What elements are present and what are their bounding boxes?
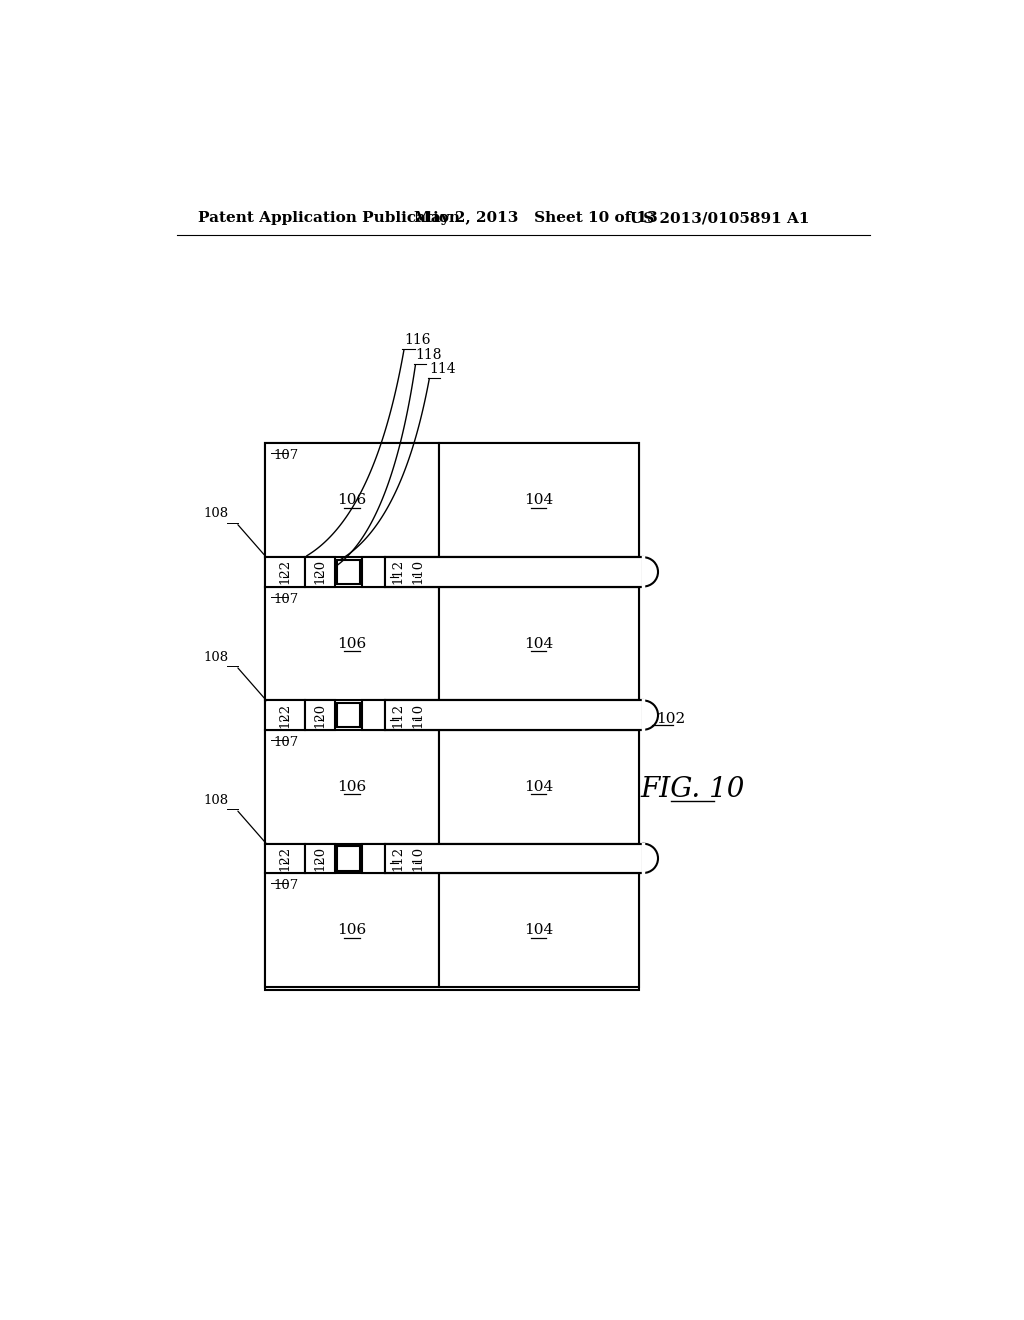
- Bar: [265, 444, 639, 990]
- Text: 110: 110: [412, 846, 424, 871]
- Bar: [438, 444, 639, 557]
- Bar: [265, 730, 438, 843]
- Bar: [385, 701, 643, 730]
- Bar: [362, 843, 385, 873]
- Text: 112: 112: [391, 560, 404, 585]
- Text: 112: 112: [391, 846, 404, 871]
- Bar: [438, 586, 639, 701]
- Text: 112: 112: [391, 702, 404, 727]
- Text: 104: 104: [524, 636, 553, 651]
- Text: 106: 106: [337, 494, 367, 507]
- Text: 102: 102: [655, 711, 685, 726]
- Text: 106: 106: [337, 923, 367, 937]
- Text: 107: 107: [273, 879, 298, 892]
- Bar: [438, 873, 639, 987]
- Text: May 2, 2013   Sheet 10 of 13: May 2, 2013 Sheet 10 of 13: [414, 211, 657, 226]
- Wedge shape: [643, 843, 658, 873]
- Text: 106: 106: [337, 780, 367, 793]
- Bar: [265, 873, 438, 987]
- Text: 104: 104: [524, 494, 553, 507]
- Text: 122: 122: [279, 702, 292, 727]
- Bar: [265, 843, 305, 873]
- Bar: [385, 843, 643, 873]
- Text: US 2013/0105891 A1: US 2013/0105891 A1: [630, 211, 809, 226]
- Wedge shape: [643, 557, 658, 586]
- Text: 107: 107: [273, 737, 298, 748]
- Text: 106: 106: [337, 636, 367, 651]
- Text: 118: 118: [416, 347, 442, 362]
- Text: Patent Application Publication: Patent Application Publication: [199, 211, 461, 226]
- Text: 120: 120: [313, 846, 327, 871]
- Text: 110: 110: [412, 702, 424, 727]
- Bar: [385, 557, 643, 586]
- Text: 107: 107: [273, 449, 298, 462]
- Bar: [305, 557, 335, 586]
- Text: 104: 104: [524, 780, 553, 793]
- Bar: [337, 846, 360, 871]
- Text: 108: 108: [203, 651, 228, 664]
- Wedge shape: [643, 701, 658, 730]
- Text: 114: 114: [429, 362, 456, 376]
- Text: FIG. 10: FIG. 10: [640, 776, 744, 804]
- Bar: [305, 843, 335, 873]
- Text: 107: 107: [273, 593, 298, 606]
- Bar: [337, 702, 360, 727]
- Text: 120: 120: [313, 560, 327, 585]
- Bar: [265, 557, 305, 586]
- Text: 104: 104: [524, 923, 553, 937]
- Bar: [305, 701, 335, 730]
- Text: 120: 120: [313, 702, 327, 727]
- Bar: [265, 701, 305, 730]
- Bar: [362, 701, 385, 730]
- Text: 108: 108: [203, 507, 228, 520]
- Bar: [265, 586, 438, 701]
- Text: 110: 110: [412, 560, 424, 585]
- Bar: [265, 444, 438, 557]
- Text: 108: 108: [203, 793, 228, 807]
- Text: 122: 122: [279, 846, 292, 871]
- Text: 116: 116: [403, 333, 430, 347]
- Text: 122: 122: [279, 560, 292, 585]
- Bar: [362, 557, 385, 586]
- Bar: [337, 560, 360, 585]
- Bar: [438, 730, 639, 843]
